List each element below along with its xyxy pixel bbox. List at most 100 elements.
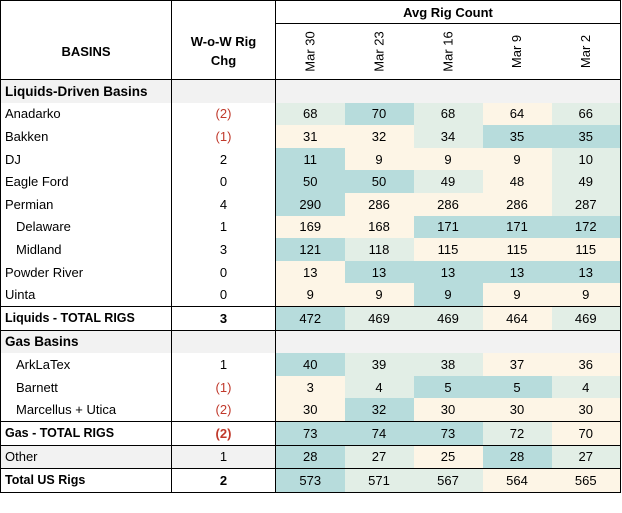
rig-count-cell: 115 [551, 238, 621, 261]
rig-count-cell: 9 [275, 283, 345, 307]
group-title: Avg Rig Count [275, 0, 621, 24]
header-row-bottom: BASINS W-o-W Rig Chg Mar 30 Mar 23 Mar 1… [0, 23, 621, 80]
rig-count-cell: 115 [482, 238, 552, 261]
basin-name: ArkLaTex [0, 353, 172, 376]
rig-count-cell: 70 [344, 102, 414, 126]
rig-count-cell: 64 [482, 102, 552, 126]
section-title: Gas Basins [0, 330, 172, 354]
wow-change: (2) [171, 398, 276, 422]
rig-count-cell: 4 [551, 375, 621, 399]
rig-count-cell: 49 [551, 170, 621, 193]
rig-count-cell: 30 [482, 398, 552, 422]
basin-row: Powder River 0 13 13 13 13 13 [0, 260, 621, 284]
basin-name: Barnett [0, 375, 172, 399]
week-header: Mar 16 [413, 23, 483, 80]
total-row: Gas - TOTAL RIGS (2) 73 74 73 72 70 [0, 420, 621, 446]
rig-count-cell: 171 [482, 215, 552, 239]
wow-change: (2) [171, 102, 276, 126]
rig-count-cell: 464 [482, 305, 552, 331]
rig-count-cell: 68 [413, 102, 483, 126]
rig-count-cell: 50 [275, 170, 345, 193]
rig-count-cell: 34 [413, 125, 483, 148]
basin-row: Delaware 1 169 168 171 171 172 [0, 215, 621, 239]
rig-count-cell: 5 [482, 375, 552, 399]
section-title: Liquids-Driven Basins [0, 79, 172, 103]
rig-count-cell: 287 [551, 192, 621, 216]
rig-count-cell: 68 [275, 102, 345, 126]
wow-change: 2 [171, 147, 276, 171]
rig-count-table: Avg Rig Count BASINS W-o-W Rig Chg Mar 3… [0, 0, 621, 493]
rig-count-cell: 48 [482, 170, 552, 193]
rig-count-cell: 286 [344, 192, 414, 216]
rig-count-cell: 9 [482, 283, 552, 307]
basin-row: Barnett (1) 3 4 5 5 4 [0, 375, 621, 399]
rig-count-cell: 13 [551, 260, 621, 284]
rig-count-cell: 9 [344, 283, 414, 307]
rig-count-cell: 73 [275, 420, 345, 446]
rig-count-cell: 72 [482, 420, 552, 446]
wow-header-line1: W-o-W Rig [190, 34, 257, 50]
rig-count-cell: 115 [413, 238, 483, 261]
rig-count-cell: 66 [551, 102, 621, 126]
wow-change: 0 [171, 170, 276, 193]
rig-count-cell: 74 [344, 420, 414, 446]
wow-change: (2) [171, 420, 276, 446]
rig-count-cell: 70 [551, 420, 621, 446]
week-header: Mar 9 [482, 23, 552, 80]
rig-count-cell: 9 [344, 147, 414, 171]
rig-count-cell: 9 [482, 147, 552, 171]
basins-header: BASINS [0, 23, 172, 80]
rig-count-cell: 27 [551, 445, 621, 469]
rig-count-cell: 73 [413, 420, 483, 446]
rig-count-cell: 121 [275, 238, 345, 261]
basin-name: Liquids - TOTAL RIGS [0, 305, 172, 331]
basin-row: DJ 2 11 9 9 9 10 [0, 147, 621, 171]
wow-change: (1) [171, 375, 276, 399]
basin-name: Bakken [0, 125, 172, 148]
wow-change: 3 [171, 238, 276, 261]
basin-row: Midland 3 121 118 115 115 115 [0, 238, 621, 261]
rig-count-cell: 32 [344, 125, 414, 148]
basin-row: Permian 4 290 286 286 286 287 [0, 192, 621, 216]
wow-change: 2 [171, 468, 276, 493]
rig-count-cell: 30 [413, 398, 483, 422]
rig-count-cell: 4 [344, 375, 414, 399]
basin-name: Total US Rigs [0, 468, 172, 493]
wow-change: 1 [171, 353, 276, 376]
rig-count-cell: 39 [344, 353, 414, 376]
rig-count-cell: 30 [275, 398, 345, 422]
basin-name: Uinta [0, 283, 172, 307]
rig-count-cell: 30 [551, 398, 621, 422]
basin-name: Eagle Ford [0, 170, 172, 193]
rig-count-cell: 286 [413, 192, 483, 216]
rig-count-cell: 571 [344, 468, 414, 493]
rig-count-cell: 13 [344, 260, 414, 284]
basin-name: Delaware [0, 215, 172, 239]
rig-count-cell: 172 [551, 215, 621, 239]
rig-count-cell: 169 [275, 215, 345, 239]
week-header: Mar 23 [344, 23, 414, 80]
total-row: Liquids - TOTAL RIGS 3 472 469 469 464 469 [0, 305, 621, 331]
rig-count-cell: 290 [275, 192, 345, 216]
basin-name: Gas - TOTAL RIGS [0, 420, 172, 446]
rig-count-cell: 35 [551, 125, 621, 148]
rig-count-cell: 573 [275, 468, 345, 493]
rig-count-cell: 40 [275, 353, 345, 376]
rig-count-cell: 9 [413, 283, 483, 307]
rig-count-cell: 36 [551, 353, 621, 376]
basin-row: ArkLaTex 1 40 39 38 37 36 [0, 353, 621, 376]
section-header-row: Gas Basins [0, 330, 621, 354]
grand-total-row: Total US Rigs 2 573 571 567 564 565 [0, 468, 621, 493]
rig-count-cell: 35 [482, 125, 552, 148]
basin-name: Midland [0, 238, 172, 261]
rig-count-cell: 49 [413, 170, 483, 193]
rig-count-cell: 13 [482, 260, 552, 284]
rig-count-cell: 3 [275, 375, 345, 399]
rig-count-cell: 38 [413, 353, 483, 376]
wow-change: 4 [171, 192, 276, 216]
basin-name: Permian [0, 192, 172, 216]
basin-row: Eagle Ford 0 50 50 49 48 49 [0, 170, 621, 193]
week-header: Mar 30 [275, 23, 345, 80]
wow-change: (1) [171, 125, 276, 148]
wow-change: 3 [171, 305, 276, 331]
